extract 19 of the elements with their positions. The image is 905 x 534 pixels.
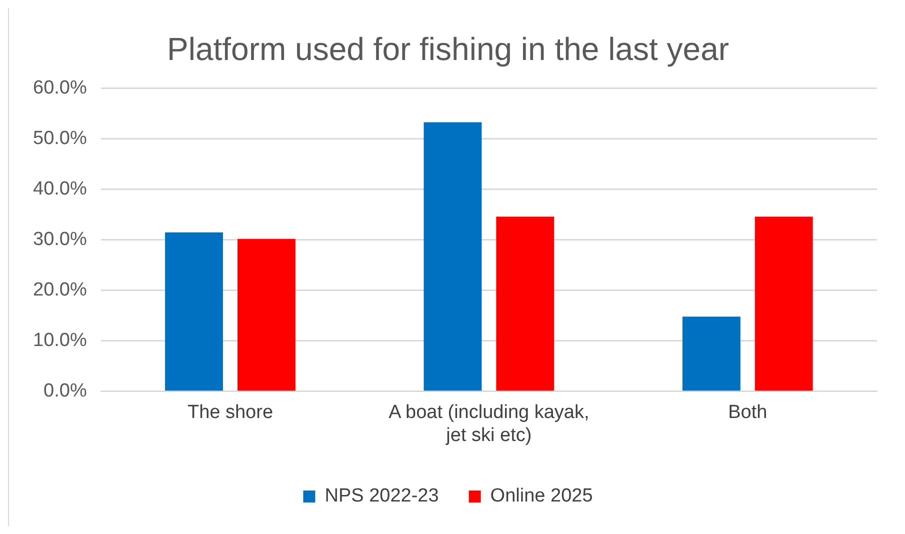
bar — [754, 216, 813, 391]
y-tick-label: 0.0% — [44, 380, 87, 402]
x-tick-label: The shore — [187, 402, 273, 424]
x-tick-label: A boat (including kayak, jet ski etc) — [388, 402, 590, 446]
bar — [496, 216, 554, 391]
x-tick-label: Both — [728, 402, 768, 424]
bar — [424, 122, 482, 391]
legend-label: Online 2025 — [490, 486, 593, 507]
chart-title: Platform used for fishing in the last year — [166, 31, 730, 68]
bar — [165, 232, 223, 391]
y-tick-label: 20.0% — [33, 280, 87, 301]
y-tick-label: 40.0% — [33, 178, 87, 200]
legend-label: NPS 2022-23 — [324, 486, 439, 507]
y-tick-label: 30.0% — [33, 229, 87, 250]
y-tick-label: 60.0% — [33, 78, 87, 99]
y-tick-label: 50.0% — [33, 128, 87, 150]
bar — [237, 238, 296, 391]
bar — [682, 316, 740, 391]
y-tick-label: 10.0% — [33, 330, 87, 352]
